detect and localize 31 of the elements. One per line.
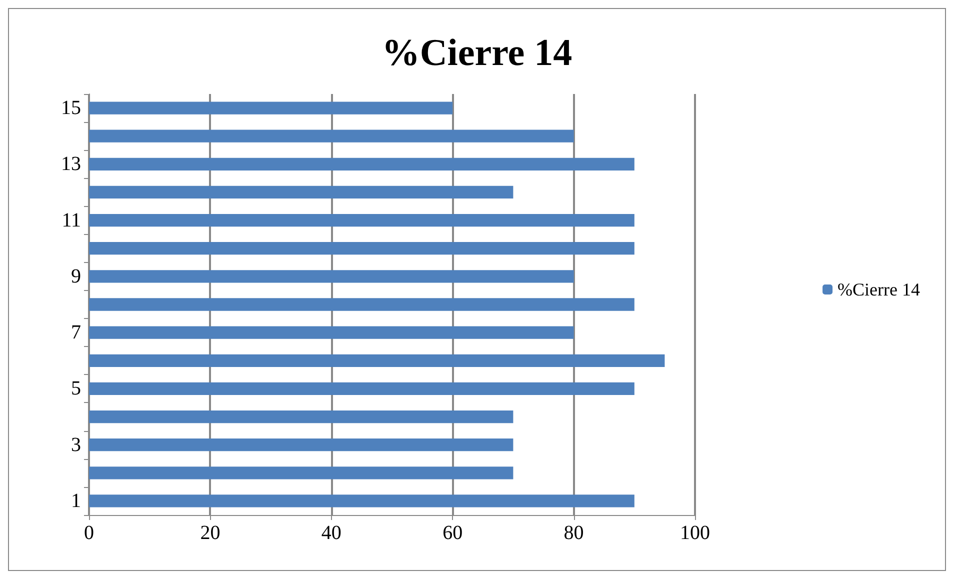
bar: [89, 270, 574, 283]
y-tick-label: 15: [61, 97, 81, 120]
bar: [89, 186, 514, 199]
x-tick-label: 40: [321, 522, 342, 544]
bar: [89, 438, 514, 452]
x-tick-label: 60: [442, 522, 463, 544]
bar: [89, 214, 634, 227]
bar: [89, 410, 514, 424]
bar: [89, 382, 634, 396]
y-tick-label: 13: [61, 153, 81, 176]
bar: [89, 466, 514, 480]
chart-title: %Cierre 14: [382, 32, 572, 74]
x-tick-label: 0: [84, 522, 94, 544]
bar: [89, 130, 574, 142]
x-tick-label: 80: [564, 522, 584, 544]
y-tick-label: 7: [71, 322, 81, 344]
y-tick-label: 3: [71, 434, 81, 456]
x-tick-label: 100: [680, 522, 710, 544]
bar: [89, 494, 634, 508]
x-tick-label: 20: [200, 522, 220, 544]
y-tick-label: 11: [62, 209, 81, 232]
bar: [89, 298, 634, 311]
y-tick-label: 5: [71, 378, 81, 400]
bar: [89, 354, 665, 367]
bar: [89, 158, 634, 170]
bar: [89, 102, 453, 114]
y-tick-label: 1: [71, 490, 81, 512]
bar: [89, 326, 574, 339]
legend-label: %Cierre 14: [838, 280, 920, 300]
bar: [89, 242, 634, 255]
y-tick-label: 9: [71, 265, 81, 288]
